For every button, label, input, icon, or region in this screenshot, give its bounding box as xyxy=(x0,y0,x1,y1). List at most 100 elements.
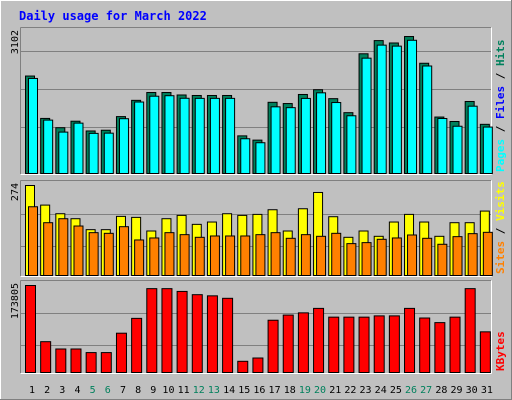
bar-kbytes-day-12 xyxy=(191,294,203,374)
legend-sites: Sites xyxy=(494,241,507,274)
x-label-day-31: 31 xyxy=(481,385,493,396)
panel-visits: 274 Sites / Visits xyxy=(10,180,507,277)
x-label-day-14: 14 xyxy=(223,385,235,396)
bar-kbytes-day-28 xyxy=(434,322,446,373)
bar-pages-day-13 xyxy=(209,97,220,174)
bar-kbytes-day-2 xyxy=(40,341,52,374)
x-label-day-5: 5 xyxy=(90,385,96,396)
x-label-day-6: 6 xyxy=(105,385,111,396)
x-label-day-9: 9 xyxy=(150,385,156,396)
bar-sites-day-25 xyxy=(391,237,402,277)
bar-kbytes-day-19 xyxy=(297,312,309,373)
bar-sites-day-31 xyxy=(482,231,493,276)
x-label-day-2: 2 xyxy=(44,385,50,396)
series-kbytes xyxy=(25,285,491,374)
bar-kbytes-day-6 xyxy=(100,352,112,373)
bar-pages-day-1 xyxy=(28,77,38,174)
bar-kbytes-day-30 xyxy=(464,288,476,374)
x-label-day-28: 28 xyxy=(435,385,447,396)
bar-pages-day-30 xyxy=(467,105,478,174)
x-label-day-22: 22 xyxy=(344,385,356,396)
x-label-day-23: 23 xyxy=(360,385,372,396)
bar-sites-day-6 xyxy=(103,232,114,276)
x-label-day-17: 17 xyxy=(269,385,281,396)
x-label-day-30: 30 xyxy=(466,385,478,396)
bar-sites-day-14 xyxy=(225,235,236,276)
x-label-day-25: 25 xyxy=(390,385,402,396)
x-label-day-8: 8 xyxy=(135,385,141,396)
x-label-day-16: 16 xyxy=(253,385,265,396)
legend-separator: / xyxy=(494,119,507,139)
legend-kbytes: KBytes xyxy=(494,331,507,371)
bar-pages-day-21 xyxy=(331,102,342,174)
bar-kbytes-day-9 xyxy=(146,288,158,374)
panel-visits-legend: Sites / Visits xyxy=(494,181,507,274)
legend-files: Files xyxy=(494,86,507,119)
bar-sites-day-5 xyxy=(88,232,99,276)
bar-pages-day-17 xyxy=(270,106,281,174)
chart-panels: 3102 Pages / Files / Hits 274 Sites / Visit… xyxy=(10,27,507,374)
bar-sites-day-27 xyxy=(422,237,433,276)
bar-sites-day-10 xyxy=(164,232,175,276)
x-label-day-19: 19 xyxy=(299,385,311,396)
bar-pages-day-11 xyxy=(179,97,190,174)
legend-visits: Visits xyxy=(494,181,507,221)
bar-pages-day-7 xyxy=(118,118,129,174)
bar-pages-day-5 xyxy=(88,132,99,175)
bar-kbytes-day-8 xyxy=(131,317,143,373)
x-label-day-13: 13 xyxy=(208,385,220,396)
bar-kbytes-day-24 xyxy=(373,315,385,374)
bar-kbytes-day-3 xyxy=(55,348,67,374)
x-label-day-20: 20 xyxy=(314,385,326,396)
bar-sites-day-24 xyxy=(376,238,387,276)
bar-kbytes-day-31 xyxy=(479,331,491,374)
bar-pages-day-15 xyxy=(240,138,251,175)
bar-pages-day-22 xyxy=(346,115,357,174)
panel-hits-legend: Pages / Files / Hits xyxy=(494,40,507,173)
bar-kbytes-day-21 xyxy=(328,316,340,373)
bar-sites-day-11 xyxy=(179,234,190,277)
x-axis-labels: 1 2 3 4 5 6 7 8 9 10 11 12 13 14 15 16 17 18 19 20 21 22 23 24 2… xyxy=(29,385,493,396)
bar-kbytes-day-23 xyxy=(358,316,370,373)
bar-pages-day-18 xyxy=(285,107,296,174)
bar-pages-day-24 xyxy=(376,44,387,174)
chart-title: Daily usage for March 2022 xyxy=(19,9,207,23)
bar-sites-day-22 xyxy=(346,243,357,276)
x-label-day-3: 3 xyxy=(59,385,65,396)
bar-sites-day-30 xyxy=(467,233,478,277)
series-pages xyxy=(28,39,493,175)
legend-separator: / xyxy=(494,66,507,86)
bar-pages-day-10 xyxy=(164,95,175,174)
panel-hits-max-label: 3102 xyxy=(10,30,21,54)
bar-sites-day-19 xyxy=(300,234,311,277)
bar-pages-day-26 xyxy=(407,39,418,175)
bar-kbytes-day-15 xyxy=(237,360,249,374)
x-label-day-7: 7 xyxy=(120,385,126,396)
bar-pages-day-16 xyxy=(255,142,266,174)
bar-kbytes-day-29 xyxy=(449,316,461,373)
x-label-day-4: 4 xyxy=(74,385,80,396)
series-sites xyxy=(28,206,493,277)
bar-sites-day-9 xyxy=(149,237,160,277)
panel-hits: 3102 Pages / Files / Hits xyxy=(10,27,507,175)
bar-sites-day-12 xyxy=(194,236,205,277)
bar-pages-day-23 xyxy=(361,57,372,174)
bar-pages-day-27 xyxy=(422,65,433,174)
legend-separator: / xyxy=(494,221,507,241)
bar-kbytes-day-5 xyxy=(85,352,97,373)
bar-pages-day-3 xyxy=(58,131,69,175)
x-label-day-27: 27 xyxy=(420,385,432,396)
bar-pages-day-20 xyxy=(316,92,327,174)
bar-sites-day-28 xyxy=(437,243,448,276)
bar-kbytes-day-11 xyxy=(176,290,188,374)
x-label-day-15: 15 xyxy=(238,385,250,396)
bar-sites-day-13 xyxy=(209,235,220,276)
legend-hits: Hits xyxy=(494,40,507,67)
panel-kbytes-max-label: 173805 xyxy=(10,283,21,319)
panel-visits-max-label: 274 xyxy=(10,183,21,201)
bar-pages-day-12 xyxy=(194,97,205,174)
bar-kbytes-day-22 xyxy=(343,316,355,373)
x-label-day-10: 10 xyxy=(162,385,174,396)
bar-kbytes-day-7 xyxy=(115,332,127,373)
